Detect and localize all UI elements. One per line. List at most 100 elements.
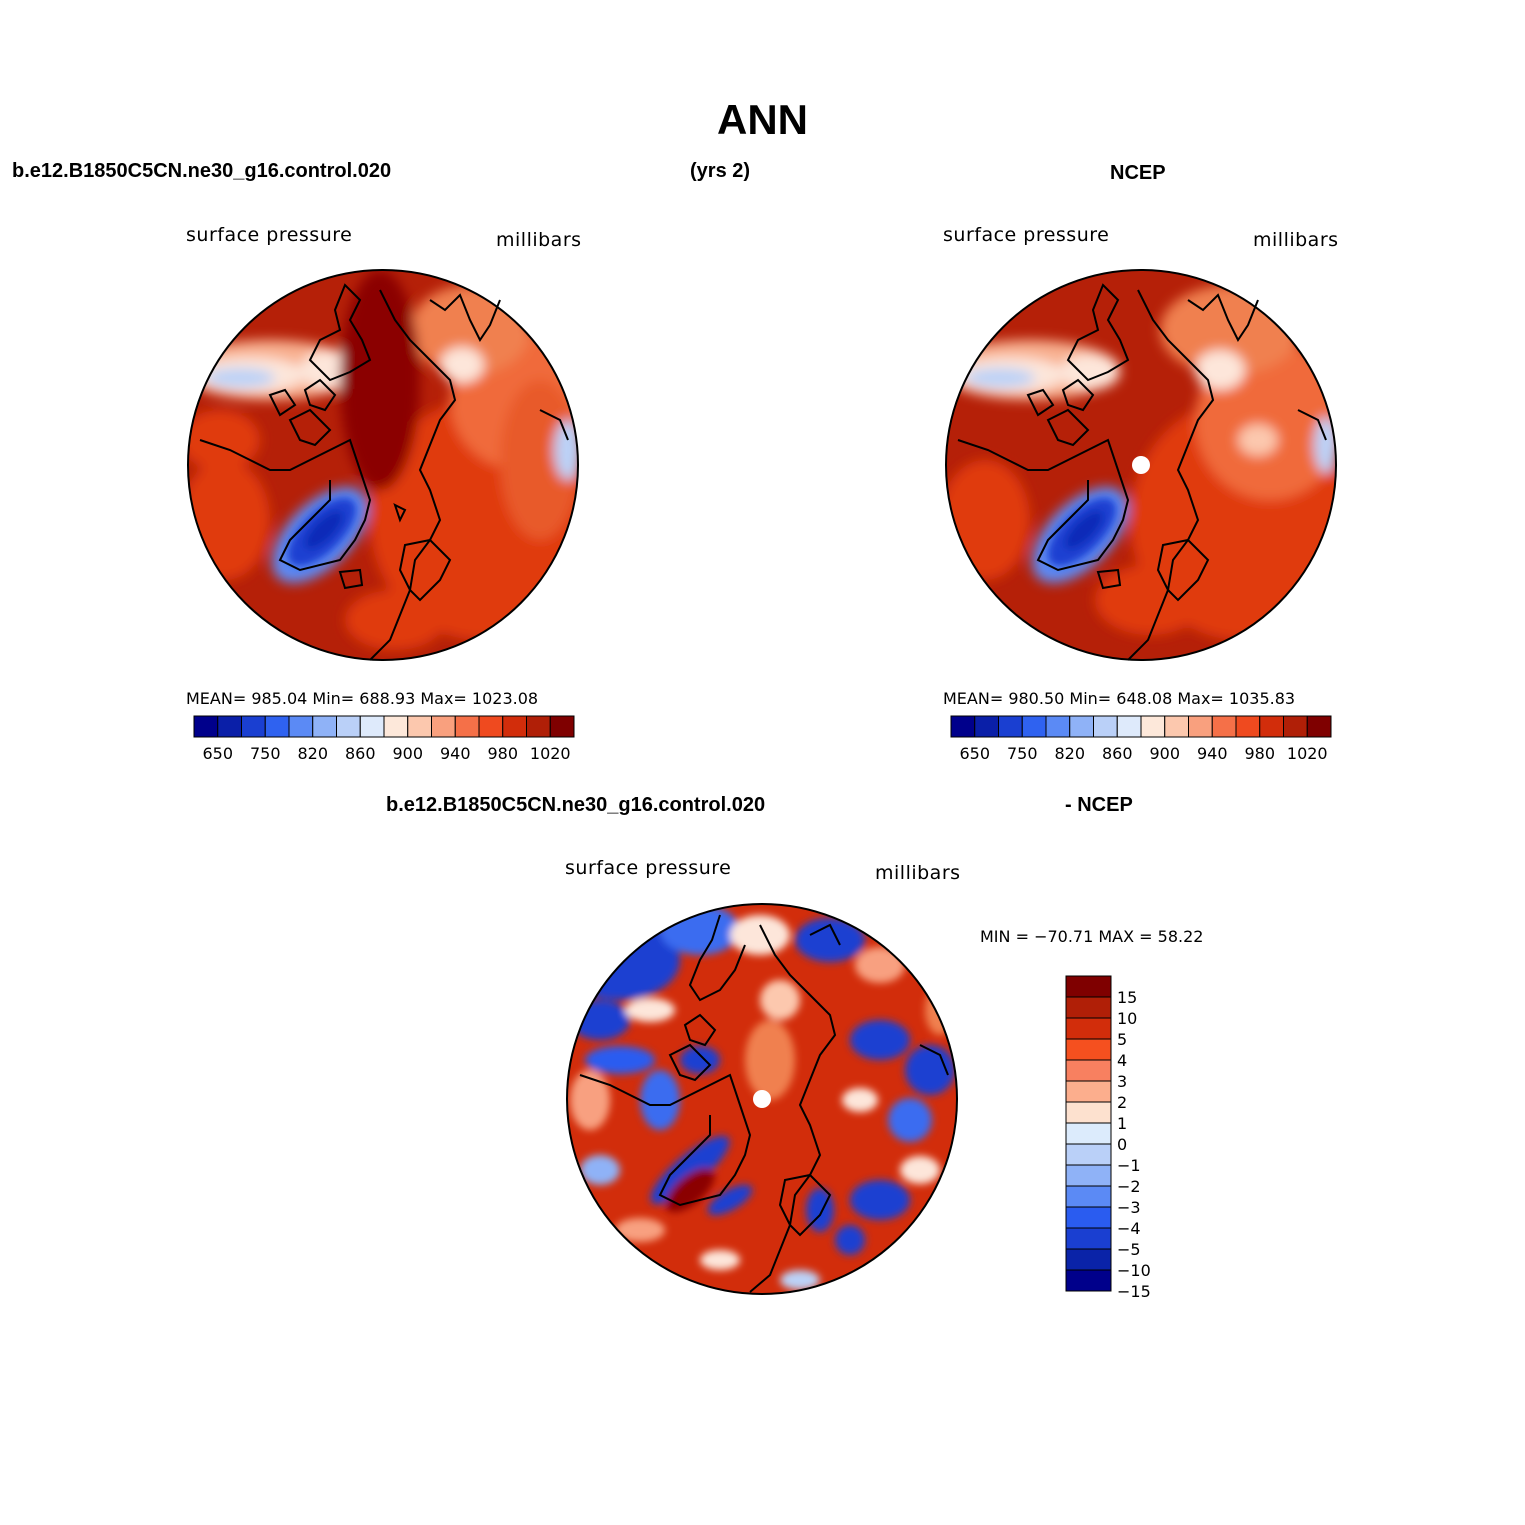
obs-colorbar-swatch <box>1188 715 1213 738</box>
model-colorbar-tick-label: 750 <box>250 744 281 763</box>
obs-colorbar-swatch <box>950 715 976 738</box>
obs-colorbar-swatch <box>1235 715 1261 738</box>
model-colorbar-swatch <box>241 715 266 738</box>
difference-colorbar-swatch <box>1065 1206 1112 1229</box>
obs-colorbar-swatch <box>998 715 1023 738</box>
model-colorbar-swatch <box>336 715 361 738</box>
difference-polar-map <box>566 903 958 1295</box>
model-colorbar-swatch <box>502 715 527 738</box>
obs-colorbar-swatch <box>1164 715 1189 738</box>
model-colorbar-tick-label: 820 <box>297 744 328 763</box>
obs-colorbar-tick-label: 860 <box>1102 744 1133 763</box>
difference-colorbar-tick-label: 15 <box>1117 988 1137 1007</box>
difference-colorbar-tick-label: 2 <box>1117 1093 1127 1112</box>
model-colorbar-swatch <box>407 715 432 738</box>
obs-colorbar: 650 750 820 860 900 940 980 1020 <box>950 715 1332 763</box>
model-colorbar-tick-label: 650 <box>202 744 233 763</box>
panel1-variable-label: surface pressure <box>186 224 353 246</box>
obs-colorbar-swatch <box>1306 715 1332 738</box>
difference-colorbar-tick-label: 0 <box>1117 1135 1127 1154</box>
panel2-variable-label: surface pressure <box>943 224 1110 246</box>
diff-minmax-label: MIN = −70.71 MAX = 58.22 <box>980 927 1204 946</box>
model-colorbar-swatch <box>217 715 242 738</box>
difference-colorbar-swatch <box>1065 1164 1112 1187</box>
obs-colorbar-tick-label: 1020 <box>1287 744 1328 763</box>
difference-colorbar-tick-label: −4 <box>1117 1219 1141 1238</box>
diff-units-label: millibars <box>875 862 961 884</box>
model-colorbar-tick-label: 980 <box>487 744 518 763</box>
model-colorbar-swatch <box>264 715 290 738</box>
obs-colorbar-tick-label: 900 <box>1149 744 1180 763</box>
obs-colorbar-swatch <box>1116 715 1142 738</box>
difference-colorbar-swatch <box>1065 1080 1112 1103</box>
model-colorbar-tick-label: 940 <box>440 744 471 763</box>
panel2-units-label: millibars <box>1253 229 1339 251</box>
model-colorbar-tick-label: 1020 <box>530 744 571 763</box>
difference-colorbar-swatch <box>1065 1059 1112 1082</box>
model-colorbar: 650 750 820 860 900 940 980 1020 <box>193 715 575 763</box>
diff-obs-label: - NCEP <box>1065 794 1133 816</box>
obs-colorbar-swatch <box>1069 715 1094 738</box>
obs-colorbar-tick-label: 750 <box>1007 744 1038 763</box>
obs-colorbar-swatch <box>1021 715 1047 738</box>
diff-variable-label: surface pressure <box>565 857 732 879</box>
obs-colorbar-swatch <box>1259 715 1284 738</box>
model-colorbar-tick-label: 900 <box>392 744 423 763</box>
difference-colorbar-swatch <box>1065 1248 1112 1271</box>
obs-colorbar-swatch <box>1045 715 1071 738</box>
case-name-label: b.e12.B1850C5CN.ne30_g16.control.020 <box>12 160 392 182</box>
difference-colorbar-swatch <box>1065 1185 1112 1208</box>
obs-polar-map <box>945 269 1337 661</box>
obs-colorbar-tick-label: 820 <box>1054 744 1085 763</box>
difference-colorbar-tick-label: 5 <box>1117 1030 1127 1049</box>
obs-colorbar-tick-label: 650 <box>959 744 990 763</box>
difference-colorbar-swatch <box>1065 1143 1112 1166</box>
obs-colorbar-swatch <box>1283 715 1308 738</box>
difference-colorbar-swatch <box>1065 1269 1112 1292</box>
obs-colorbar-tick-label: 980 <box>1244 744 1275 763</box>
difference-colorbar-tick-label: 4 <box>1117 1051 1127 1070</box>
obs-colorbar-tick-label: 940 <box>1197 744 1228 763</box>
panel2-stats: MEAN= 980.50 Min= 648.08 Max= 1035.83 <box>943 689 1296 708</box>
diff-case-name-label: b.e12.B1850C5CN.ne30_g16.control.020 <box>386 794 766 816</box>
difference-colorbar-swatch <box>1065 975 1112 998</box>
model-colorbar-swatch <box>312 715 337 738</box>
model-colorbar-swatch <box>359 715 385 738</box>
model-colorbar-swatch <box>478 715 504 738</box>
difference-colorbar-swatch <box>1065 996 1112 1019</box>
difference-colorbar-tick-label: −3 <box>1117 1198 1141 1217</box>
difference-colorbar-tick-label: 3 <box>1117 1072 1127 1091</box>
model-colorbar-swatch <box>193 715 219 738</box>
difference-colorbar-swatch <box>1065 1017 1112 1040</box>
model-colorbar-swatch <box>549 715 575 738</box>
model-colorbar-swatch <box>454 715 480 738</box>
difference-colorbar-swatch <box>1065 1038 1112 1061</box>
model-colorbar-swatch <box>383 715 409 738</box>
model-colorbar-swatch <box>526 715 551 738</box>
pole-hole-marker <box>1132 456 1150 474</box>
plot-title: ANN <box>717 96 808 143</box>
model-colorbar-swatch <box>288 715 314 738</box>
difference-colorbar-swatch <box>1065 1227 1112 1250</box>
difference-colorbar-tick-label: −2 <box>1117 1177 1141 1196</box>
obs-name-label: NCEP <box>1110 162 1166 184</box>
obs-colorbar-swatch <box>1140 715 1166 738</box>
difference-colorbar-tick-label: 1 <box>1117 1114 1127 1133</box>
difference-colorbar-tick-label: −5 <box>1117 1240 1141 1259</box>
obs-colorbar-swatch <box>974 715 999 738</box>
model-polar-map <box>187 269 579 661</box>
obs-colorbar-swatch <box>1211 715 1237 738</box>
difference-colorbar-tick-label: −1 <box>1117 1156 1141 1175</box>
panel1-units-label: millibars <box>496 229 582 251</box>
panel1-stats: MEAN= 985.04 Min= 688.93 Max= 1023.08 <box>186 689 539 708</box>
model-colorbar-swatch <box>431 715 456 738</box>
difference-colorbar-swatch <box>1065 1101 1112 1124</box>
difference-colorbar-swatch <box>1065 1122 1112 1145</box>
obs-colorbar-swatch <box>1093 715 1118 738</box>
diff-pole-hole-marker <box>753 1090 771 1108</box>
difference-colorbar-tick-label: −15 <box>1117 1282 1151 1301</box>
years-label: (yrs 2) <box>690 160 751 182</box>
model-colorbar-tick-label: 860 <box>345 744 376 763</box>
